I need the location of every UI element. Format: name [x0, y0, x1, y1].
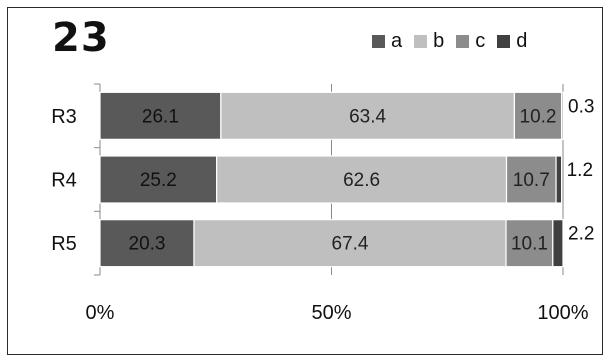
- data-label-d-R4: 1.2: [567, 160, 593, 181]
- data-label-b-R4: 62.6: [343, 170, 380, 191]
- category-label-R5: R5: [51, 233, 77, 255]
- chart-legend: a b c d: [372, 30, 527, 52]
- chart-title: 23: [52, 15, 110, 61]
- legend-item-a: a: [372, 30, 402, 53]
- bar-d-R3: [561, 91, 564, 140]
- bar-d-R5: [552, 219, 564, 268]
- legend-label-c: c: [475, 29, 486, 52]
- bar-a-R5: [99, 219, 195, 268]
- category-label-R3: R3: [51, 106, 77, 128]
- legend-label-b: b: [433, 29, 445, 52]
- bar-d-R4: [555, 155, 563, 204]
- bar-a-R3: [99, 91, 222, 140]
- legend-swatch-d: [497, 34, 511, 48]
- legend-label-d: d: [516, 29, 528, 52]
- data-label-c-R5: 10.1: [511, 234, 548, 255]
- x-tick-label-50: 50%: [311, 302, 351, 324]
- data-label-c-R3: 10.2: [520, 106, 557, 127]
- x-tick-label-100: 100%: [537, 302, 588, 324]
- data-label-b-R5: 67.4: [332, 234, 369, 255]
- data-label-a-R3: 26.1: [142, 106, 179, 127]
- legend-swatch-b: [414, 34, 428, 48]
- bar-c-R5: [505, 219, 554, 268]
- legend-item-d: d: [497, 30, 527, 53]
- data-label-b-R3: 63.4: [349, 106, 386, 127]
- legend-label-a: a: [391, 29, 403, 52]
- bar-b-R3: [220, 91, 515, 140]
- data-label-d-R3: 0.3: [568, 96, 594, 117]
- legend-swatch-a: [372, 34, 385, 48]
- bar-b-R4: [216, 155, 508, 204]
- data-label-c-R4: 10.7: [513, 170, 550, 191]
- data-label-d-R5: 2.2: [568, 224, 594, 245]
- x-tick-label-0: 0%: [86, 302, 115, 324]
- category-label-R4: R4: [51, 170, 77, 192]
- data-label-a-R5: 20.3: [129, 234, 166, 255]
- data-label-a-R4: 25.2: [140, 170, 177, 191]
- legend-item-c: c: [456, 30, 485, 53]
- legend-item-b: b: [414, 30, 444, 53]
- bar-c-R3: [513, 91, 563, 140]
- legend-swatch-c: [456, 34, 470, 48]
